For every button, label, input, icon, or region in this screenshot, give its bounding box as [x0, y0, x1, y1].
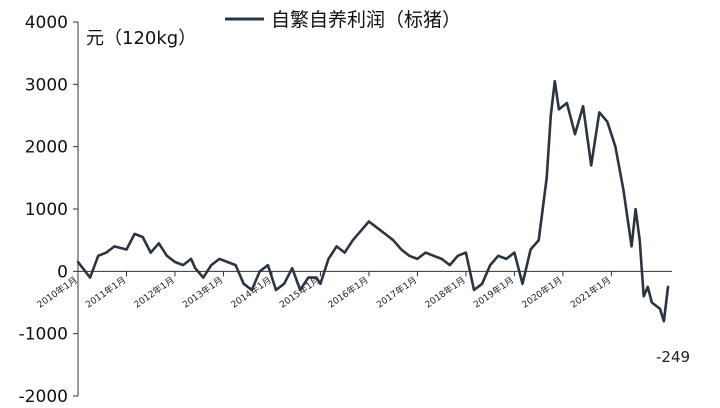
- x-tick-label: 2019年1月: [471, 274, 516, 311]
- x-tick-label: 2017年1月: [374, 274, 419, 311]
- end-value-label: -249: [656, 348, 690, 366]
- axes: [77, 22, 672, 396]
- x-tick-label: 2014年1月: [229, 274, 274, 311]
- y-tick-labels: 4000 3000 2000 1000 0 -1000 -2000: [19, 13, 78, 407]
- y-tick-label: 3000: [25, 75, 68, 95]
- y-tick-label: 1000: [25, 200, 68, 220]
- x-tick-label: 2021年1月: [568, 274, 613, 311]
- y-tick-label: -2000: [19, 387, 68, 407]
- x-tick-label: 2012年1月: [132, 274, 177, 311]
- y-axis-unit-label: 元（120kg）: [86, 28, 196, 49]
- x-tick-label: 2013年1月: [180, 274, 225, 311]
- x-tick-label: 2020年1月: [520, 274, 565, 311]
- y-tick-label: -1000: [19, 325, 68, 345]
- x-tick-label: 2011年1月: [83, 274, 128, 311]
- legend-label: 自繁自养利润（标猪）: [271, 9, 461, 31]
- series-line: [76, 79, 670, 323]
- x-tick-label: 2015年1月: [277, 274, 322, 311]
- series-layer: [76, 79, 670, 323]
- legend: 自繁自养利润（标猪）: [225, 9, 461, 31]
- y-tick-label: 0: [57, 262, 68, 282]
- y-tick-label: 4000: [25, 13, 68, 33]
- y-tick-label: 2000: [25, 138, 68, 158]
- x-tick-label: 2016年1月: [326, 274, 371, 311]
- x-tick-label: 2018年1月: [423, 274, 468, 311]
